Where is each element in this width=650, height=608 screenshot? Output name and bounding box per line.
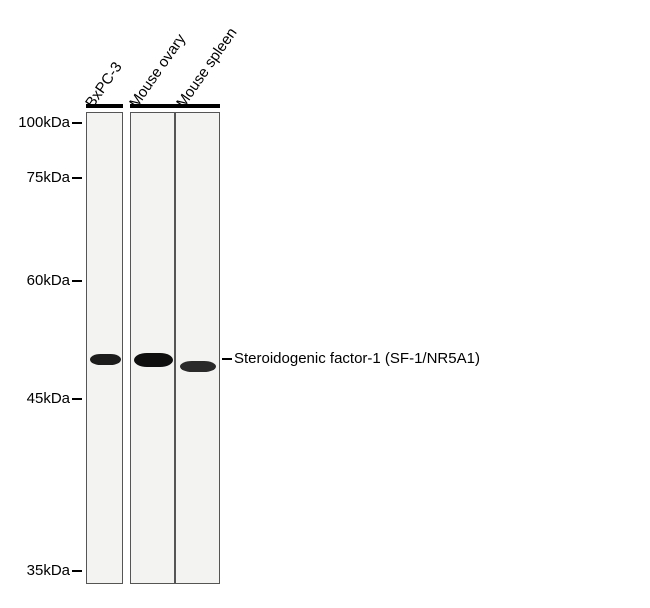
mw-label: 100kDa xyxy=(0,114,70,131)
mw-label: 75kDa xyxy=(0,169,70,186)
mw-tick xyxy=(72,122,82,124)
protein-band xyxy=(180,361,216,372)
lane-strip xyxy=(130,112,175,584)
western-blot-figure: 100kDa 75kDa 60kDa 45kDa 35kDa BxPC-3 Mo… xyxy=(0,0,650,608)
mw-label: 45kDa xyxy=(0,390,70,407)
mw-tick xyxy=(72,570,82,572)
mw-tick xyxy=(72,177,82,179)
protein-band xyxy=(134,353,173,367)
protein-annotation-label: Steroidogenic factor-1 (SF-1/NR5A1) xyxy=(234,350,480,367)
mw-label: 35kDa xyxy=(0,562,70,579)
protein-annotation-tick xyxy=(222,358,232,360)
mw-tick xyxy=(72,398,82,400)
protein-band xyxy=(90,354,121,365)
lane-strip xyxy=(86,112,123,584)
mw-label: 60kDa xyxy=(0,272,70,289)
mw-tick xyxy=(72,280,82,282)
lane-strip xyxy=(175,112,220,584)
